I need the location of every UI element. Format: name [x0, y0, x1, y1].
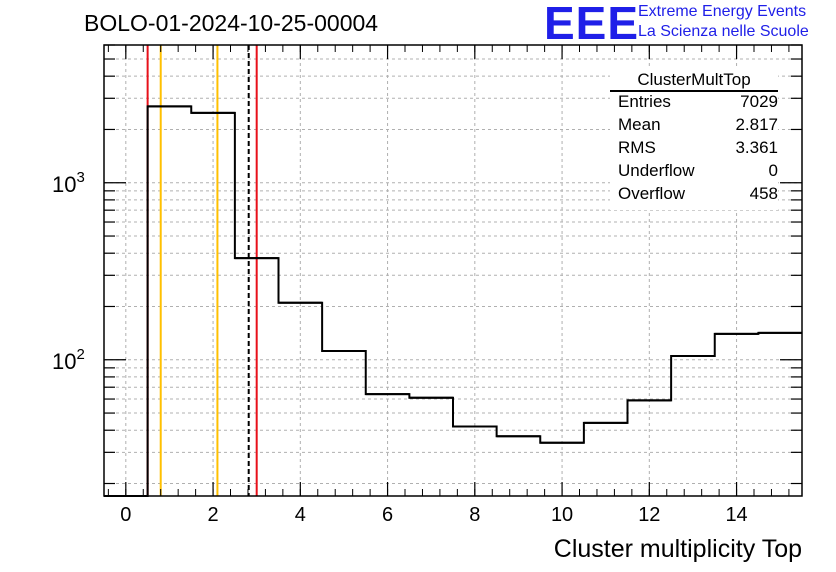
stats-label: Entries	[618, 92, 671, 111]
x-tick-label: 12	[638, 504, 660, 526]
x-tick-label: 14	[725, 504, 747, 526]
stats-value: 0	[768, 161, 778, 180]
histogram-series	[104, 105, 802, 497]
chart-title: BOLO-01-2024-10-25-00004	[84, 10, 379, 36]
x-tick-label: 4	[295, 504, 306, 526]
logo-line-1: Extreme Energy Events	[638, 3, 807, 20]
plot-frame	[103, 44, 803, 497]
stats-value: 458	[749, 184, 778, 203]
x-tick-label: 2	[208, 504, 219, 526]
stats-label: Mean	[618, 115, 661, 134]
x-tick-label: 6	[382, 504, 393, 526]
stats-label: Overflow	[618, 184, 686, 203]
stats-row-mean: Mean 2.817	[618, 115, 778, 137]
stats-box: ClusterMultTop Entries 7029 Mean 2.817 R…	[610, 68, 778, 210]
axes-ticks: 0 2 4 6 8 10 12 14 102 103	[52, 44, 802, 526]
stats-row-rms: RMS 3.361	[618, 138, 778, 160]
x-tick-label: 0	[120, 504, 131, 526]
stats-label: RMS	[618, 138, 656, 157]
stats-row-entries: Entries 7029	[618, 92, 778, 114]
stats-divider	[610, 90, 778, 92]
stats-row-overflow: Overflow 458	[618, 184, 778, 206]
x-tick-label: 8	[469, 504, 480, 526]
stats-row-underflow: Underflow 0	[618, 161, 778, 183]
grid-lines	[104, 44, 802, 496]
x-axis-title: Cluster multiplicity Top	[553, 535, 802, 563]
y-tick-label: 103	[52, 169, 85, 197]
stats-value: 7029	[740, 92, 778, 111]
y-tick-label: 102	[52, 346, 85, 374]
stats-value: 3.361	[735, 138, 778, 157]
stats-histogram-name: ClusterMultTop	[637, 70, 751, 89]
logo-line-2: La Scienza nelle Scuole	[638, 23, 809, 40]
x-tick-label: 10	[551, 504, 573, 526]
stats-value: 2.817	[735, 115, 778, 134]
histogram-outline	[104, 105, 802, 497]
stats-label: Underflow	[618, 161, 695, 180]
logo-mark: EEE	[544, 0, 640, 49]
